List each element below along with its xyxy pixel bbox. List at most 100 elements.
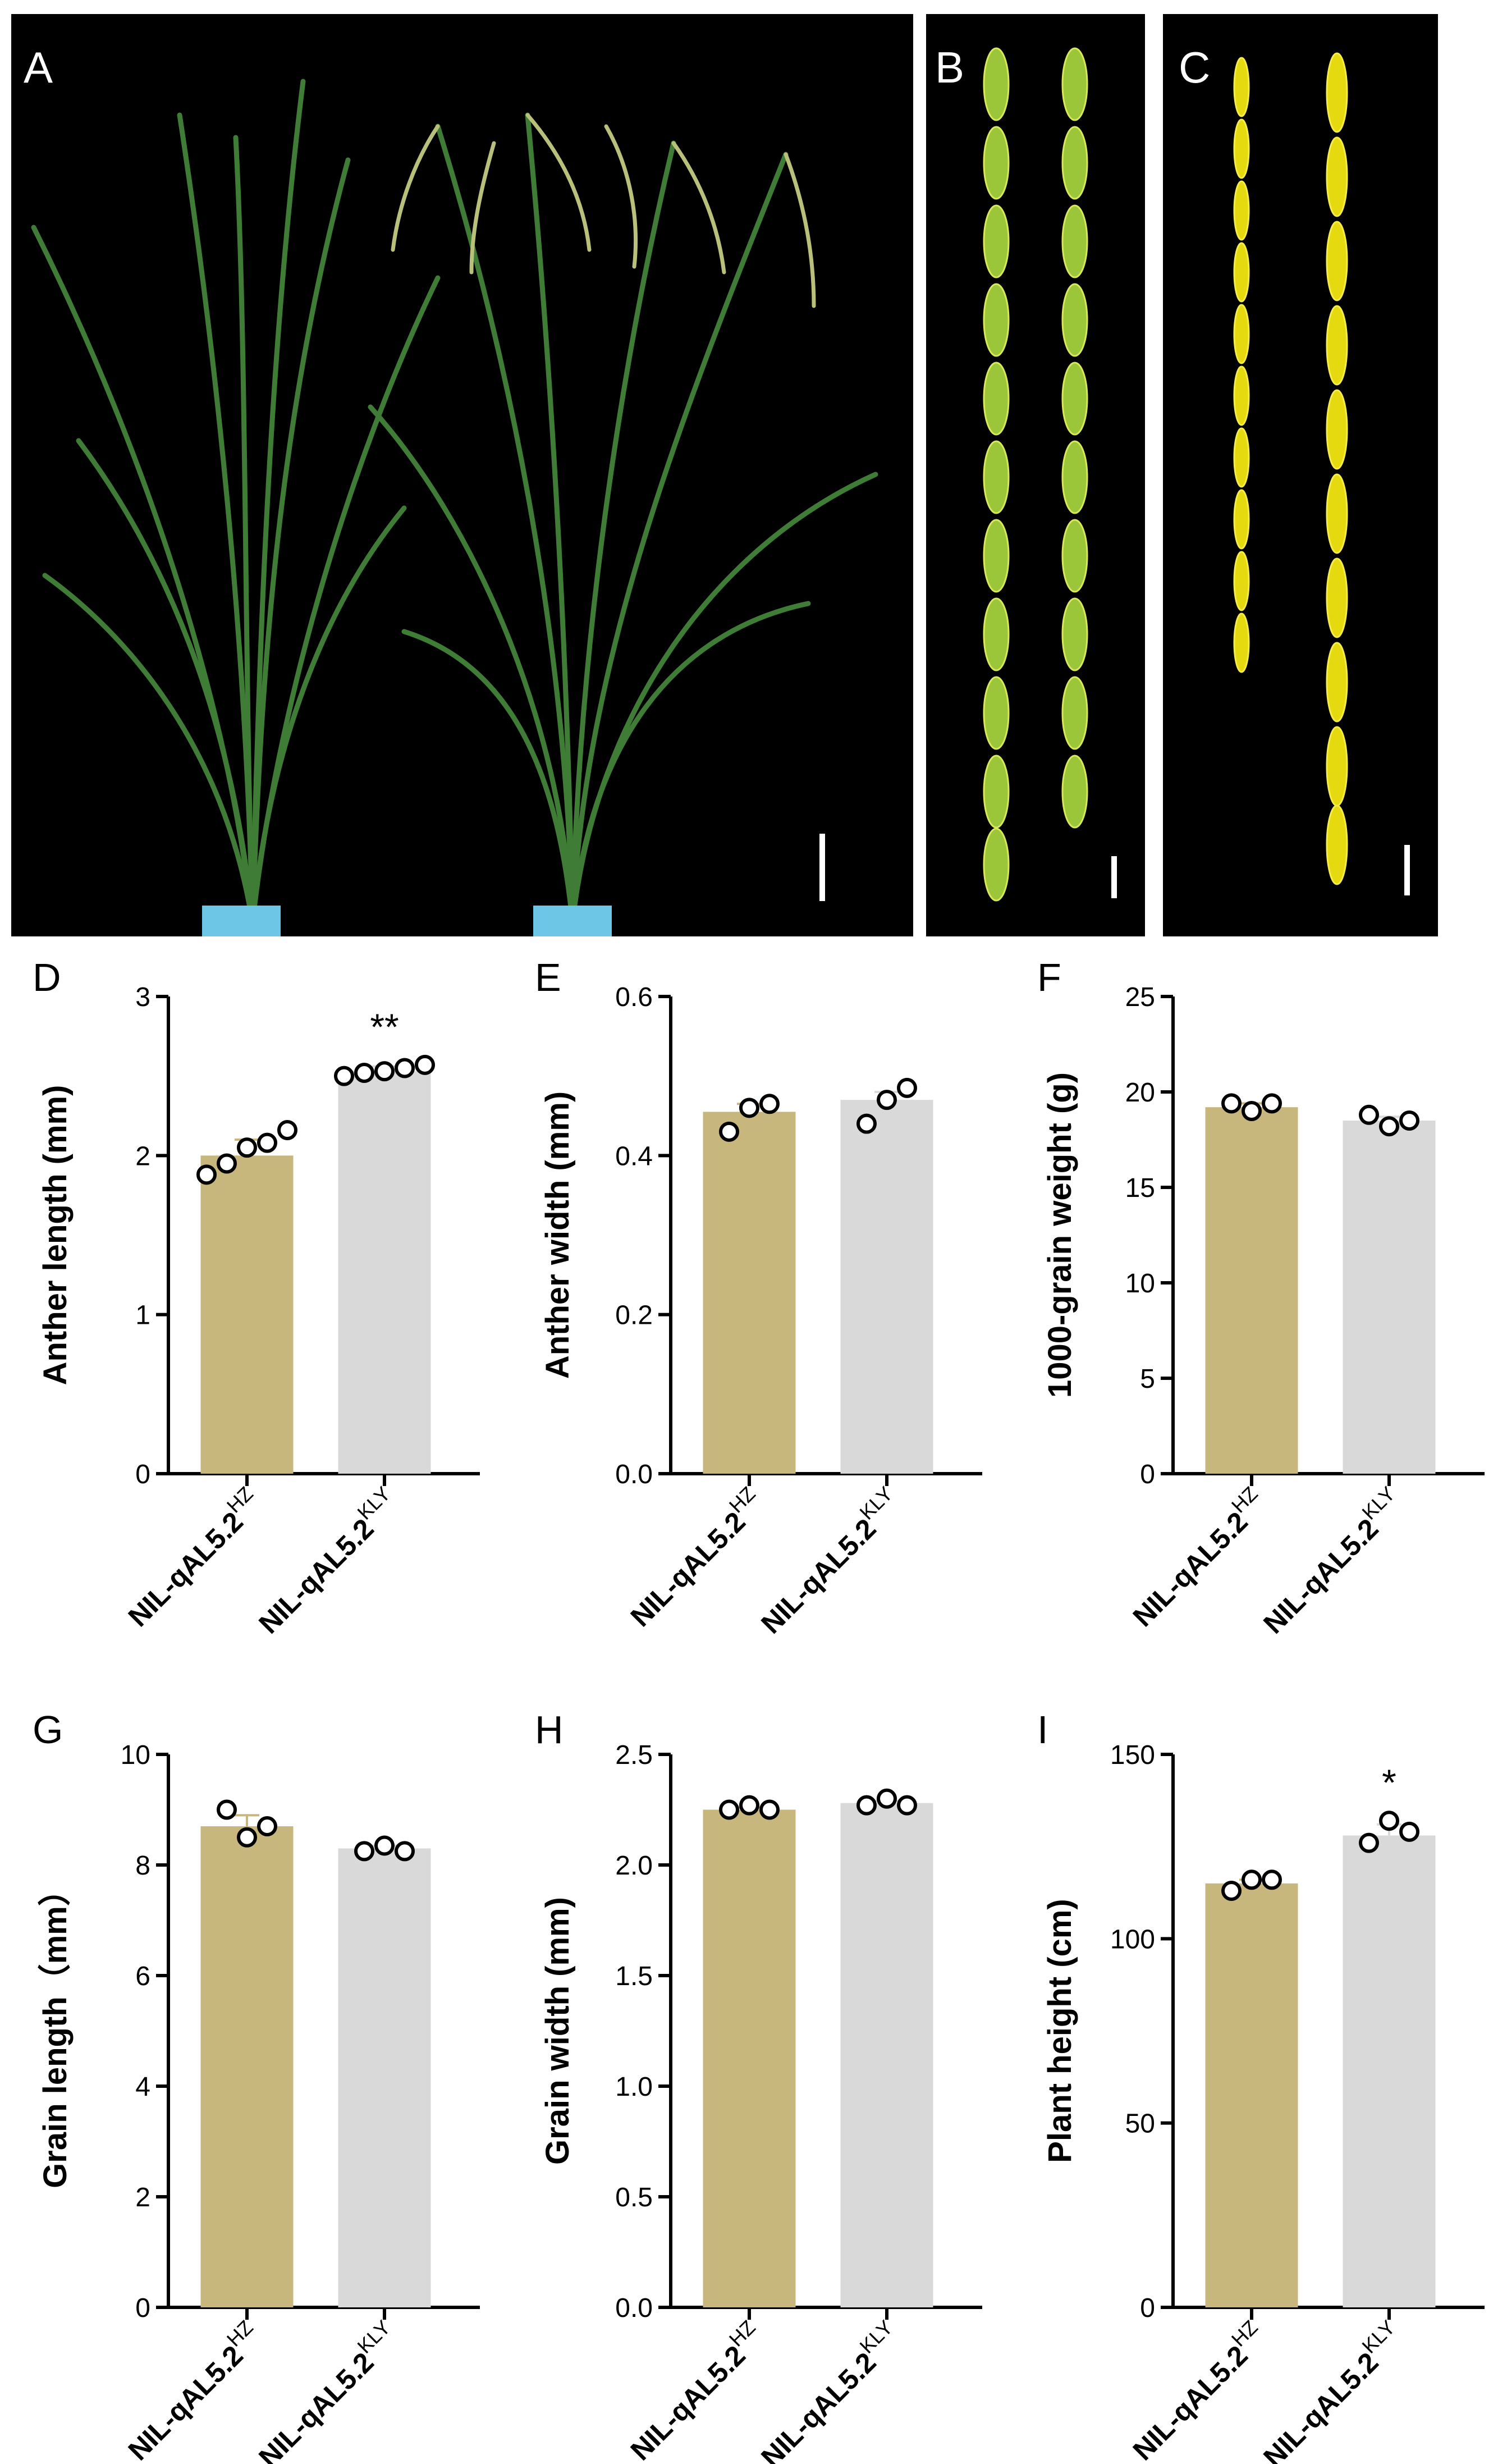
bar <box>1205 1107 1298 1474</box>
y-tick-label: 0.0 <box>615 2293 653 2323</box>
data-point <box>1359 1832 1379 1853</box>
x-category-label: NIL-qAL5.2HZ <box>1122 2316 1273 2464</box>
y-tick-label: 10 <box>121 1740 150 1770</box>
bar <box>840 1100 933 1474</box>
y-tick-label: 100 <box>1110 1924 1155 1954</box>
y-axis-label: Anther width (mm) <box>539 1091 576 1379</box>
category-name: NIL-qAL5.2 <box>755 2346 882 2464</box>
panel-letter: A <box>24 43 53 92</box>
x-category-label: NIL-qAL5.2KLY <box>248 1482 406 1640</box>
bar <box>840 1803 933 2307</box>
y-tick-label: 50 <box>1125 2109 1155 2139</box>
bar <box>703 1809 796 2307</box>
category-name: NIL-qAL5.2 <box>1257 2346 1384 2464</box>
data-point <box>1221 1880 1242 1901</box>
data-point <box>257 1132 277 1153</box>
y-axis-label: Plant height (cm) <box>1042 1899 1078 2163</box>
data-point <box>1379 1116 1399 1137</box>
category-name: NIL-qAL5.2 <box>122 1506 249 1633</box>
x-category-label: NIL-qAL5.2KLY <box>1253 2316 1410 2464</box>
data-point <box>277 1120 297 1140</box>
y-tick-label: 2.0 <box>615 1851 653 1881</box>
category-name: NIL-qAL5.2 <box>1127 1506 1254 1633</box>
data-point <box>334 1066 354 1086</box>
data-point <box>1242 1101 1262 1121</box>
significance-label: ** <box>370 1006 398 1048</box>
bar <box>1343 1835 1436 2307</box>
y-tick-label: 0.4 <box>615 1141 653 1171</box>
y-tick-label: 1.5 <box>615 1962 653 1991</box>
y-tick-label: 4 <box>135 2072 150 2102</box>
data-point <box>395 1841 415 1862</box>
data-point <box>877 1788 897 1809</box>
x-category-label: NIL-qAL5.2KLY <box>1253 1482 1410 1640</box>
data-point <box>395 1058 415 1078</box>
data-point <box>257 1816 277 1837</box>
y-tick-label: 0.5 <box>615 2183 653 2212</box>
data-point <box>739 1098 759 1118</box>
chart-f-svg: F 0 5 10 15 20 25 1000-grain weight (g) NIL-qAL5… <box>1037 956 1485 1640</box>
y-tick-label: 20 <box>1125 1078 1155 1108</box>
category-name: NIL-qAL5.2 <box>1257 1512 1384 1639</box>
rice-plants-icon <box>31 79 878 936</box>
category-name: NIL-qAL5.2 <box>625 2339 752 2464</box>
y-tick-label: 1 <box>135 1301 150 1331</box>
y-tick-label: 10 <box>1125 1269 1155 1299</box>
data-point <box>196 1164 217 1185</box>
data-point <box>354 1063 374 1083</box>
x-category-label: NIL-qAL5.2HZ <box>620 2316 771 2464</box>
y-tick-label: 6 <box>135 1962 150 1991</box>
y-tick-label: 2 <box>135 2183 150 2212</box>
y-axis-label: 1000-grain weight (g) <box>1042 1072 1078 1398</box>
data-point <box>1262 1093 1282 1114</box>
y-tick-label: 150 <box>1110 1740 1155 1770</box>
panel-letter: F <box>1037 956 1061 999</box>
category-name: NIL-qAL5.2 <box>755 1512 882 1639</box>
panel-letter: H <box>535 1708 564 1752</box>
bar <box>703 1112 796 1474</box>
bar <box>200 1155 294 1474</box>
data-point <box>1399 1110 1419 1131</box>
data-point <box>217 1799 237 1820</box>
data-point <box>719 1121 739 1142</box>
chart-e: E 0.0 0.2 0.4 0.6 Anther width (mm) NIL-qAL5.2… <box>502 943 1005 1690</box>
bar <box>200 1826 294 2307</box>
photo-panel-b: B <box>926 14 1145 936</box>
y-tick-label: 8 <box>135 1851 150 1881</box>
bar <box>1205 1883 1298 2307</box>
data-point <box>415 1054 435 1075</box>
y-tick-label: 0.6 <box>615 982 653 1012</box>
y-tick-label: 0 <box>135 1460 150 1489</box>
data-point <box>1242 1869 1262 1890</box>
x-category-label: NIL-qAL5.2HZ <box>117 1482 268 1633</box>
y-tick-label: 0.2 <box>615 1301 653 1331</box>
data-point <box>856 1795 877 1816</box>
x-category-label: NIL-qAL5.2HZ <box>620 1482 771 1633</box>
category-name: NIL-qAL5.2 <box>253 1512 379 1639</box>
data-point <box>739 1795 759 1816</box>
category-name: NIL-qAL5.2 <box>122 2339 249 2464</box>
panel-letter: B <box>935 43 965 92</box>
panel-letter: E <box>535 956 561 999</box>
category-name: NIL-qAL5.2 <box>1127 2339 1254 2464</box>
y-tick-label: 2 <box>135 1141 150 1171</box>
bar <box>1343 1121 1436 1474</box>
chart-g: G 0 2 4 6 8 10 Grain length（mm） NIL-qAL5.2HZ NIL-… <box>0 1695 502 2464</box>
significance-label: * <box>1382 1762 1396 1803</box>
chart-h: H 0.0 0.5 1.0 1.5 2.0 2.5 Grain width (mm) NIL-q… <box>502 1695 1005 2464</box>
data-point <box>719 1799 739 1820</box>
x-category-label: NIL-qAL5.2HZ <box>1122 1482 1273 1633</box>
data-point <box>1359 1104 1379 1125</box>
rice-grains-green-icon <box>983 47 1117 902</box>
x-category-label: NIL-qAL5.2KLY <box>750 1482 908 1640</box>
data-point <box>897 1077 917 1098</box>
y-tick-label: 0.0 <box>615 1460 653 1489</box>
bar <box>338 1071 431 1474</box>
y-tick-label: 5 <box>1140 1364 1155 1394</box>
data-point <box>1262 1869 1282 1890</box>
data-point <box>759 1094 780 1114</box>
y-tick-label: 3 <box>135 982 150 1012</box>
photo-panel-c: C <box>1163 14 1438 936</box>
y-tick-label: 0 <box>135 2293 150 2323</box>
category-name: NIL-qAL5.2 <box>253 2346 379 2464</box>
